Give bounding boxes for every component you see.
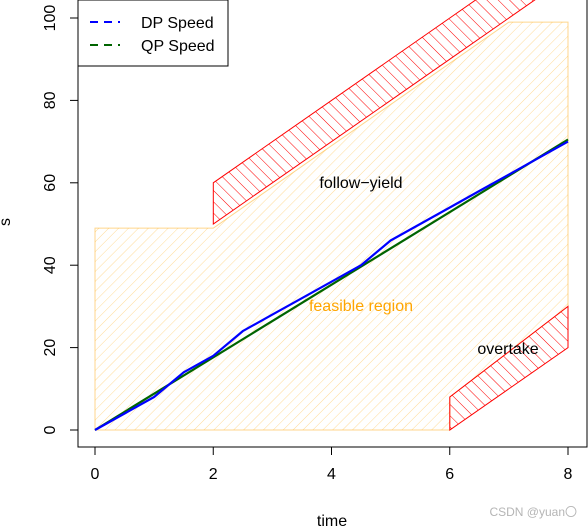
y-tick-label: 40 [42, 256, 59, 274]
y-tick-label: 20 [42, 339, 59, 357]
x-tick-label: 8 [564, 466, 573, 483]
x-axis-label: time [317, 513, 347, 528]
y-tick-label: 80 [42, 91, 59, 109]
watermark: CSDN @yuan〇 [489, 505, 577, 519]
legend: DP Speed QP Speed [77, 0, 229, 67]
y-tick-label: 100 [42, 5, 59, 32]
legend-label-qp-speed: QP Speed [141, 38, 215, 55]
legend-label-dp-speed: DP Speed [141, 15, 214, 32]
series-layer [94, 138, 569, 431]
label-feasible-region: feasible region [309, 298, 413, 315]
y-axis: 0 20 40 60 80 100 [42, 5, 79, 434]
x-tick-label: 2 [209, 466, 218, 483]
legend-box [77, 0, 229, 67]
label-follow-yield: follow−yield [319, 175, 402, 192]
x-tick-label: 6 [445, 466, 454, 483]
x-tick-label: 0 [91, 466, 100, 483]
regions-layer [94, 0, 569, 431]
x-axis: 0 2 4 6 8 [91, 446, 573, 483]
x-tick-label: 4 [327, 466, 336, 483]
series-line-dp-speed [94, 140, 569, 431]
region-follow-yield [212, 0, 536, 225]
label-overtake: overtake [477, 341, 538, 358]
region-overtake [449, 305, 569, 431]
y-axis-label: s [0, 218, 14, 226]
y-tick-label: 60 [42, 174, 59, 192]
y-tick-label: 0 [42, 425, 59, 434]
